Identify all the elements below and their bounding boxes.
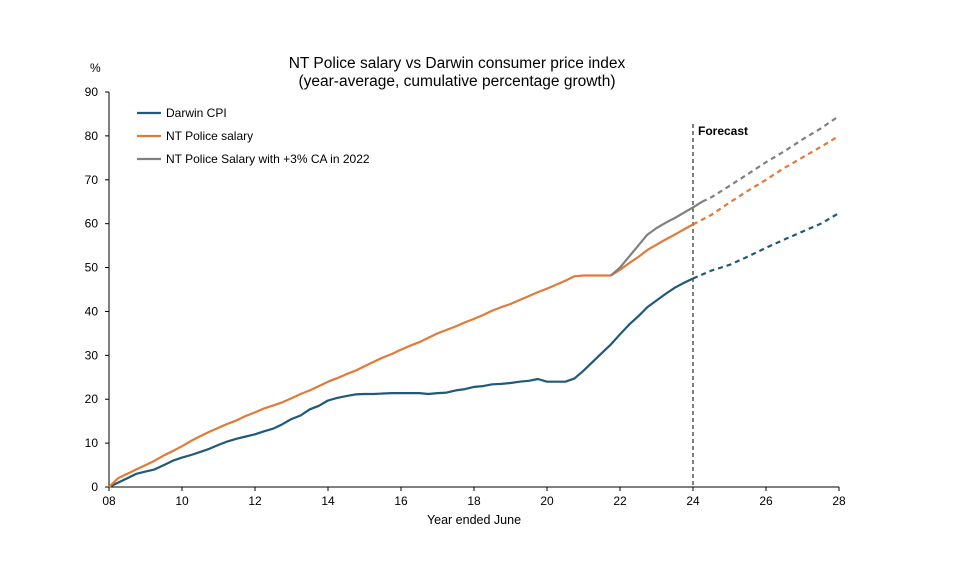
y-tick-label: 60 <box>85 217 99 231</box>
series-forecast-nt-police-salary <box>692 134 840 226</box>
x-tick-label: 28 <box>832 494 846 508</box>
y-tick-label: 80 <box>85 129 99 143</box>
legend-entry: NT Police salary <box>166 129 253 143</box>
x-tick-label: 22 <box>613 494 627 508</box>
y-tick-label: 90 <box>85 85 99 99</box>
x-tick-label: 26 <box>759 494 773 508</box>
y-tick-label: 30 <box>85 348 99 362</box>
series-lines <box>108 115 840 488</box>
chart-title: NT Police salary vs Darwin consumer pric… <box>289 55 626 72</box>
y-tick-label: 50 <box>85 261 99 275</box>
forecast-label: Forecast <box>698 124 748 138</box>
y-tick-label: 70 <box>85 173 99 187</box>
x-tick-label: 18 <box>467 494 481 508</box>
chart-subtitle: (year-average, cumulative percentage gro… <box>298 73 615 90</box>
legend-entry: NT Police Salary with +3% CA in 2022 <box>166 152 370 166</box>
forecast-annotation: Forecast <box>692 124 748 487</box>
series-line-darwin-cpi <box>108 277 694 488</box>
x-axis-label: Year ended June <box>427 513 521 527</box>
series-line-nt-police-salary <box>108 223 694 488</box>
x-tick-label: 12 <box>248 494 262 508</box>
series-forecast-darwin-cpi <box>692 212 840 280</box>
series-line-nt-police-salary-with-3-ca-in-2022 <box>610 200 703 277</box>
y-tick-label: 20 <box>85 392 99 406</box>
series-forecast-nt-police-salary-with-3-ca-in-2022 <box>701 115 840 203</box>
x-ticks: 08 10 12 14 16 18 20 22 24 26 28 <box>102 487 846 508</box>
legend: Darwin CPI NT Police salary NT Police Sala… <box>137 106 370 166</box>
y-tick-label: 0 <box>91 480 98 494</box>
x-tick-label: 16 <box>394 494 408 508</box>
y-tick-label: 40 <box>85 304 99 318</box>
x-tick-label: 24 <box>686 494 700 508</box>
y-ticks: 0 10 20 30 40 50 60 70 80 90 <box>85 85 109 494</box>
x-tick-label: 10 <box>175 494 189 508</box>
legend-entry: Darwin CPI <box>166 106 227 120</box>
x-tick-label: 14 <box>321 494 335 508</box>
x-tick-label: 08 <box>102 494 116 508</box>
y-axis-unit: % <box>90 61 101 75</box>
y-tick-label: 10 <box>85 436 99 450</box>
x-tick-label: 20 <box>540 494 554 508</box>
